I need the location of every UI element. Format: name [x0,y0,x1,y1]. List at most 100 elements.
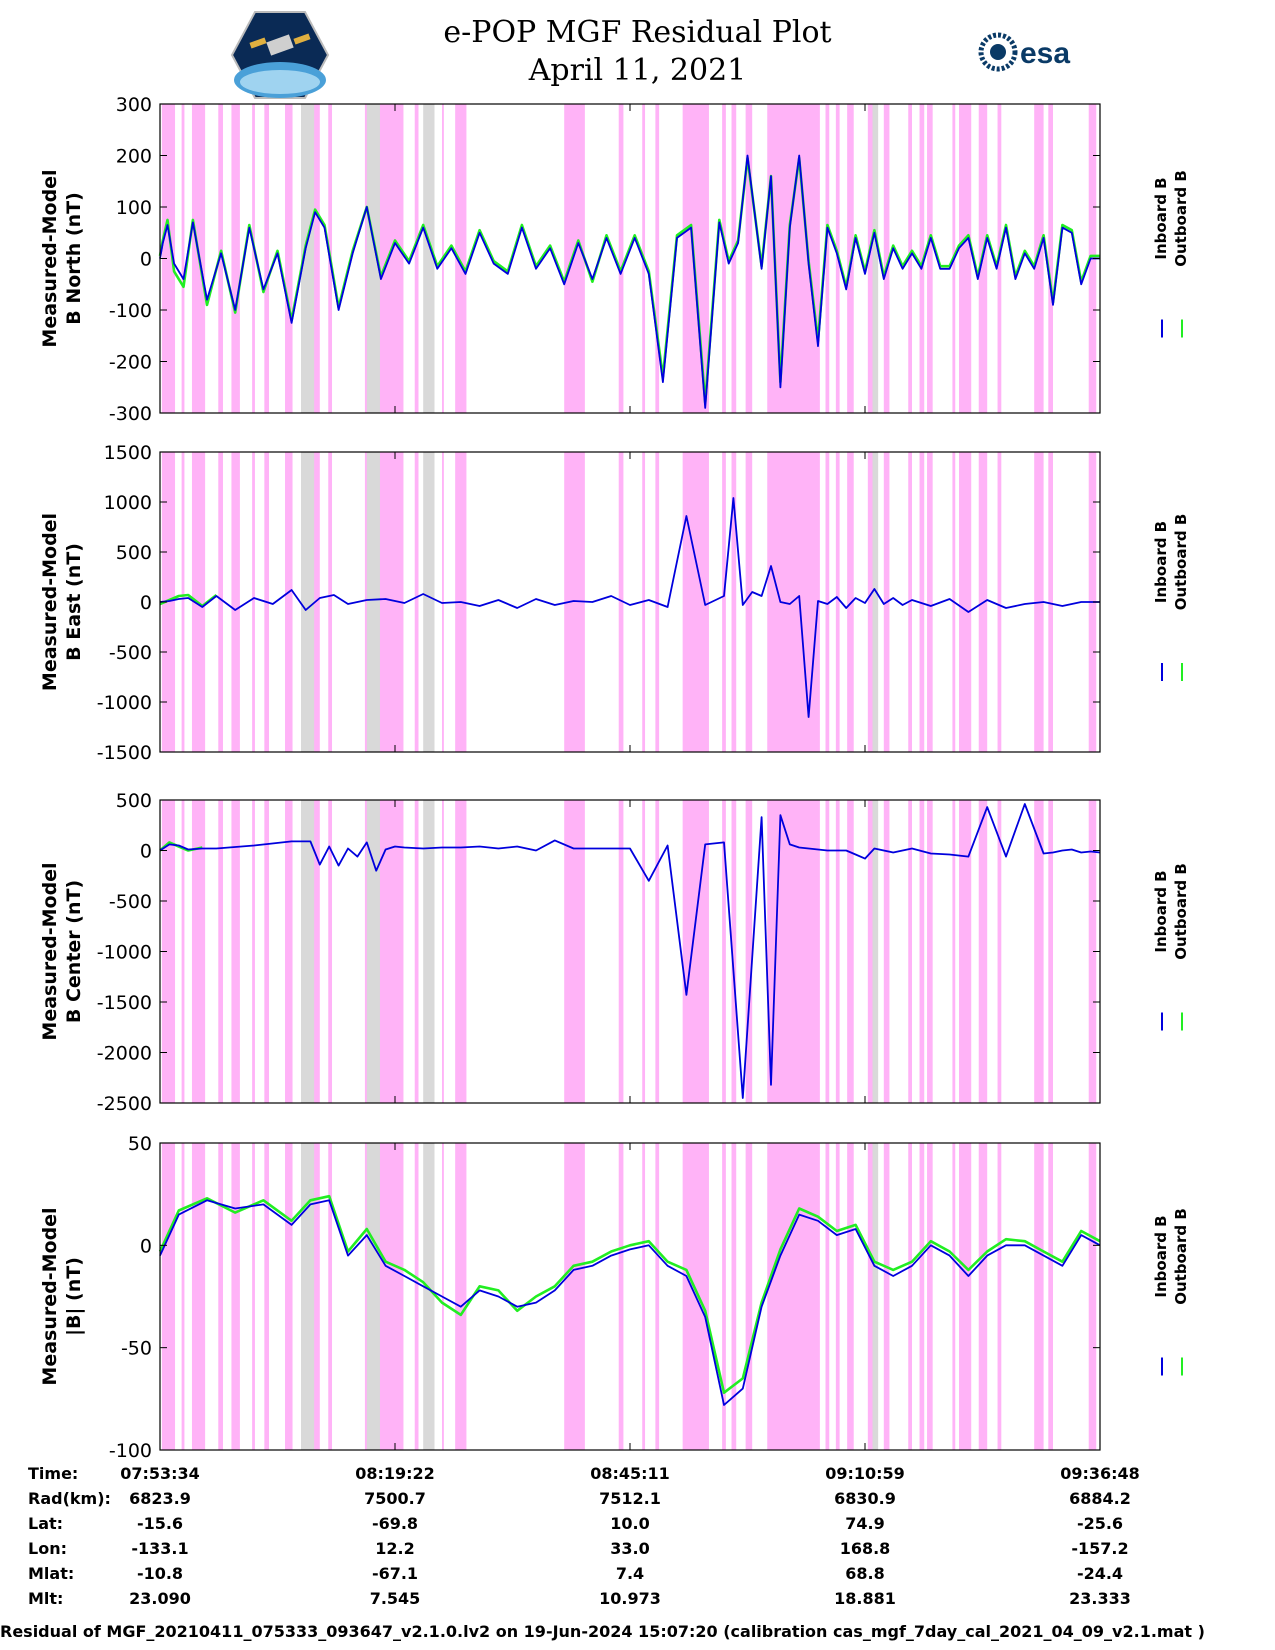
pink-band [618,1143,624,1450]
pink-band [414,104,419,413]
y-tick-label: -1000 [97,942,152,964]
pink-band [919,452,925,752]
title-line-2: April 11, 2021 [528,53,747,88]
ephemeris-value: 09:10:59 [825,1464,905,1483]
ephemeris-row-lat: Lat: -15.6 -69.8 10.0 74.9 -25.6 [0,1514,1275,1538]
y-axis-label: Measured-Model [39,1207,61,1385]
pink-band [722,800,726,1103]
pink-band [1034,800,1044,1103]
y-tick-label: -100 [109,300,152,322]
pink-band [825,1143,830,1450]
ephemeris-value: 7.545 [369,1589,421,1608]
pink-band [1034,1143,1044,1450]
pink-band [919,1143,925,1450]
pink-band [959,800,972,1103]
ephemeris-row-mlat: Mlat: -10.8 -67.1 7.4 68.8 -24.4 [0,1564,1275,1588]
ephemeris-value: 23.090 [129,1589,191,1608]
gray-band [423,1143,435,1450]
pink-band [642,800,646,1103]
y-tick-label: -500 [109,642,152,664]
pink-band [825,452,830,752]
ephemeris-value: 23.333 [1069,1589,1131,1608]
ephemeris-row-rad: Rad(km): 6823.9 7500.7 7512.1 6830.9 6884.2 [0,1489,1275,1513]
pink-band [745,452,753,752]
ephemeris-value: 168.8 [839,1539,891,1558]
pink-band [264,1143,270,1450]
pink-band [252,452,255,752]
gray-band [301,104,315,413]
pink-band [908,104,912,413]
pink-band [442,452,444,752]
y-tick-label: -500 [109,891,152,913]
pink-band [655,452,660,752]
y-tick-label: 0 [140,1235,152,1257]
inboard-series-line [159,497,1100,718]
ephemeris-value: 18.881 [834,1589,896,1608]
ephemeris-row-lon: Lon: -133.1 12.2 33.0 168.8 -157.2 [0,1539,1275,1563]
gray-band [366,104,380,413]
pink-band [927,452,933,752]
y-tick-label: -300 [109,403,152,425]
pink-band [959,1143,972,1450]
pink-band [908,1143,912,1450]
pink-band [181,452,185,752]
gray-band [301,452,315,752]
pink-band [978,1143,988,1450]
y-tick-label: 0 [140,592,152,614]
ephemeris-value: 08:45:11 [590,1464,670,1483]
pink-band [181,800,185,1103]
ephemeris-table: Time: 07:53:34 08:19:22 08:45:11 09:10:59 09:… [0,1464,1275,1634]
ephemeris-row-label: Mlat: [28,1564,75,1583]
ephemeris-value: 33.0 [610,1539,650,1558]
pink-band [745,104,753,413]
pink-band [883,1143,890,1450]
pink-band [161,800,176,1103]
pink-band [655,800,660,1103]
y-tick-label: -1500 [97,742,152,764]
legend-outboard-label: Outboard B [1172,514,1190,611]
y-tick-label: 1500 [104,442,152,464]
pink-band [867,452,877,752]
y-axis-label: B Center (nT) [63,880,85,1023]
pink-band [847,452,854,752]
legend-inboard-label: Inboard B [1152,521,1170,603]
ephemeris-value: 6823.9 [129,1489,191,1508]
pink-band [1048,452,1053,752]
y-axis-label: B East (nT) [63,543,85,661]
pink-band [328,1143,333,1450]
pink-band [414,800,419,1103]
y-tick-label: 1000 [104,492,152,514]
pink-band [328,452,333,752]
pink-band [978,800,988,1103]
gray-band [872,800,879,1103]
pink-band [731,452,737,752]
pink-band [455,800,467,1103]
pink-band [642,1143,646,1450]
pink-band [414,452,419,752]
legend-outboard-label: Outboard B [1172,170,1190,267]
ephemeris-value: 7512.1 [599,1489,661,1508]
pink-band [564,800,585,1103]
pink-band [825,800,830,1103]
pink-band [231,800,240,1103]
pink-band [847,800,854,1103]
y-tick-label: 0 [140,249,152,271]
y-tick-label: -50 [121,1338,152,1360]
ephemeris-value: 7.4 [615,1564,645,1583]
ephemeris-row-label: Mlt: [28,1589,64,1608]
pink-band [442,800,444,1103]
panel-1: 300 200 100 0 -100 -200 -300 Measured-Model B No… [39,94,1190,425]
pink-band [835,1143,840,1450]
ephemeris-value: 74.9 [845,1514,885,1533]
y-axis-label: Measured-Model [39,169,61,347]
gray-band [366,1143,380,1450]
gray-band [423,104,435,413]
pink-band [455,1143,467,1450]
y-tick-label: 50 [128,1133,152,1155]
plot-title: e-POP MGF Residual Plot April 11, 2021 [0,14,1275,90]
legend-outboard-label: Outboard B [1172,1208,1190,1305]
y-tick-label: -100 [109,1440,152,1460]
pink-band [883,104,890,413]
y-tick-label: 0 [140,841,152,863]
